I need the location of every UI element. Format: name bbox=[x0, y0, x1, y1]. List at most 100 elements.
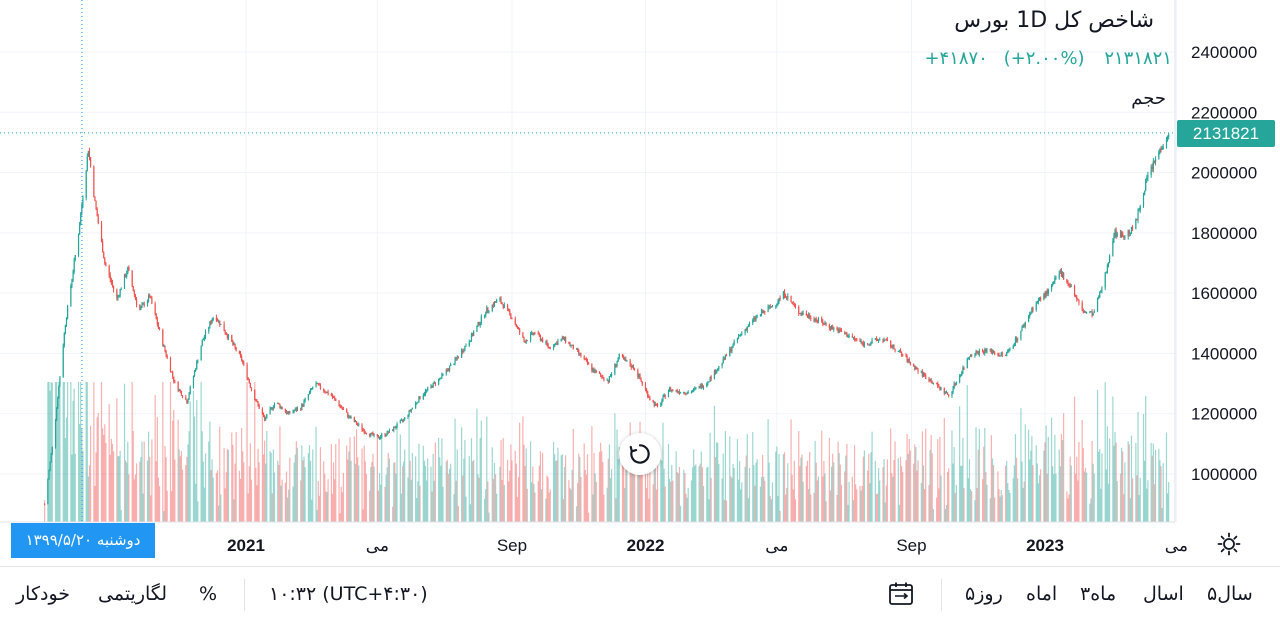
volume-bar bbox=[407, 477, 409, 522]
candle-body bbox=[944, 393, 946, 395]
candle-body bbox=[654, 403, 656, 406]
candle-body bbox=[279, 404, 281, 408]
volume-bar bbox=[223, 447, 225, 522]
price-chart[interactable]: 2400000220000020000001800000160000014000… bbox=[0, 0, 1280, 566]
volume-bar bbox=[1000, 489, 1002, 522]
candle-body bbox=[295, 408, 297, 411]
candle-body bbox=[783, 291, 786, 296]
candle-body bbox=[58, 386, 60, 399]
compare-dates-button[interactable] bbox=[887, 581, 915, 611]
percent-toggle[interactable]: % bbox=[199, 583, 218, 605]
volume-bar bbox=[1040, 469, 1042, 522]
volume-bar bbox=[454, 418, 456, 522]
candle-body bbox=[410, 409, 412, 412]
chart-settings-button[interactable] bbox=[1214, 529, 1244, 559]
candle-body bbox=[232, 341, 234, 345]
candle-body bbox=[234, 344, 236, 348]
candle-body bbox=[223, 323, 225, 332]
volume-bar bbox=[777, 495, 779, 522]
range-1y[interactable]: اسال bbox=[1143, 583, 1184, 605]
volume-bar bbox=[744, 466, 746, 522]
volume-bar bbox=[284, 482, 287, 522]
volume-bar bbox=[1060, 433, 1063, 522]
candle-body bbox=[409, 410, 411, 412]
candle-body bbox=[1093, 310, 1095, 313]
candle-body bbox=[623, 357, 625, 360]
volume-bar bbox=[1076, 456, 1078, 522]
volume-bar bbox=[499, 466, 501, 522]
range-1m[interactable]: اماه bbox=[1026, 583, 1058, 605]
volume-bar bbox=[609, 478, 612, 522]
auto-scale-toggle[interactable]: خودکار bbox=[16, 583, 71, 605]
candle-body bbox=[939, 386, 941, 390]
candle-body bbox=[885, 339, 887, 341]
volume-bar bbox=[1162, 463, 1164, 522]
volume-bar bbox=[438, 437, 440, 522]
volume-bar bbox=[898, 504, 901, 522]
candle-body bbox=[583, 356, 585, 359]
candle-body bbox=[473, 331, 475, 336]
candle-body bbox=[65, 318, 68, 326]
volume-bar bbox=[884, 502, 886, 522]
candle-body bbox=[1136, 219, 1138, 221]
volume-bar bbox=[269, 451, 271, 522]
candle-body bbox=[1063, 272, 1065, 280]
volume-bar bbox=[233, 499, 235, 522]
volume-bar bbox=[733, 468, 735, 522]
range-5y[interactable]: ۵سال bbox=[1207, 583, 1253, 605]
volume-bar bbox=[593, 452, 595, 522]
volume-bar bbox=[994, 497, 996, 522]
volume-bar bbox=[580, 476, 582, 522]
candle-body bbox=[81, 205, 83, 214]
candle-body bbox=[557, 341, 559, 345]
candle-body bbox=[82, 197, 84, 206]
candle-body bbox=[281, 406, 283, 410]
candle-body bbox=[269, 408, 271, 415]
candle-body bbox=[296, 408, 299, 411]
candle-body bbox=[608, 376, 610, 382]
volume-bar bbox=[385, 474, 387, 522]
candle-body bbox=[886, 339, 888, 341]
volume-bar bbox=[246, 382, 248, 522]
volume-bar bbox=[1021, 461, 1023, 522]
candle-body bbox=[966, 358, 968, 369]
candle-body bbox=[309, 389, 312, 392]
range-5d[interactable]: ۵روز bbox=[965, 583, 1003, 605]
candle-body bbox=[675, 389, 677, 391]
volume-bar bbox=[876, 493, 879, 522]
candle-body bbox=[756, 315, 758, 317]
reset-chart-button[interactable] bbox=[619, 433, 661, 475]
volume-bar bbox=[408, 418, 410, 522]
candle-body bbox=[533, 332, 535, 335]
candle-body bbox=[679, 392, 682, 394]
candle-body bbox=[172, 372, 174, 377]
candle-body bbox=[891, 347, 893, 349]
volume-bar bbox=[1108, 438, 1111, 522]
volume-bar bbox=[393, 463, 395, 522]
candle-body bbox=[1037, 300, 1040, 303]
range-3m[interactable]: ۳ماه bbox=[1080, 583, 1117, 605]
candle-body bbox=[1123, 236, 1125, 238]
candle-body bbox=[884, 339, 886, 341]
volume-bar bbox=[557, 447, 559, 522]
candle-body bbox=[1073, 286, 1076, 296]
volume-bar bbox=[584, 469, 586, 522]
volume-bar bbox=[104, 424, 106, 522]
candle-body bbox=[603, 378, 605, 380]
volume-bar bbox=[932, 509, 934, 522]
candle-body bbox=[540, 339, 543, 341]
volume-bar bbox=[102, 428, 104, 522]
volume-bar bbox=[62, 382, 64, 522]
candle-body bbox=[395, 427, 397, 429]
volume-bar bbox=[422, 445, 424, 522]
candle-body bbox=[994, 352, 996, 355]
candle-body bbox=[908, 359, 910, 362]
log-scale-toggle[interactable]: لگاریتمی bbox=[98, 583, 168, 605]
timezone-clock[interactable]: ۱۰:۳۲ (UTC+۴:۳۰) bbox=[269, 583, 428, 605]
candle-body bbox=[204, 331, 207, 337]
volume-bar bbox=[943, 417, 945, 522]
volume-bar bbox=[641, 471, 643, 522]
volume-bar bbox=[1050, 417, 1053, 522]
volume-bar bbox=[1099, 449, 1101, 522]
volume-bar bbox=[162, 382, 164, 522]
